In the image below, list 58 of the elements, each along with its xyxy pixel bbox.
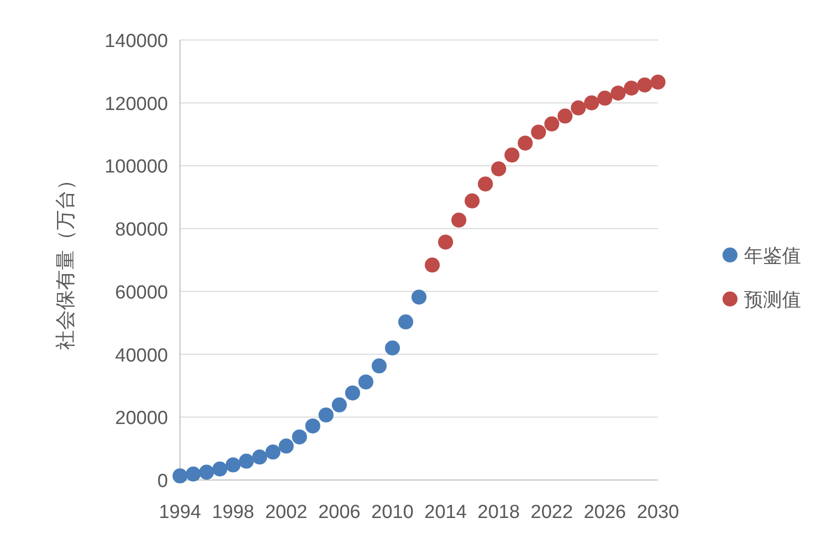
point [305, 418, 320, 434]
point [372, 358, 387, 374]
y-tick-label: 60000 [115, 282, 168, 304]
x-tick-label: 2002 [265, 502, 308, 523]
point [544, 116, 560, 132]
x-tick-label: 2026 [584, 502, 626, 523]
y-tick-label: 120000 [104, 94, 168, 115]
x-tick-label: 2030 [636, 502, 680, 523]
point [412, 290, 426, 305]
point [438, 234, 454, 250]
point [424, 258, 440, 273]
point [610, 86, 626, 101]
point [650, 74, 666, 90]
point [504, 148, 520, 163]
point [358, 374, 374, 390]
point [597, 90, 612, 106]
x-tick-label: 2006 [318, 502, 360, 523]
point [278, 438, 294, 454]
legend-label: 年鉴值 [744, 246, 801, 267]
point [478, 176, 493, 192]
point [265, 444, 280, 460]
y-tick-label: 20000 [115, 408, 168, 430]
point [238, 454, 254, 469]
point [398, 314, 414, 330]
y-tick-label: 100000 [104, 156, 168, 178]
point [584, 95, 600, 110]
point [172, 468, 188, 484]
point [464, 193, 480, 208]
point [186, 466, 201, 482]
point [318, 407, 334, 422]
y-tick-label: 0 [157, 471, 168, 492]
point [624, 80, 639, 96]
y-tick-label: 80000 [115, 220, 168, 241]
y-tick-label: 40000 [115, 345, 168, 366]
point [212, 462, 228, 476]
point [384, 340, 400, 356]
point [451, 212, 466, 228]
x-tick-label: 2014 [424, 502, 468, 523]
point [570, 100, 586, 116]
point [345, 385, 360, 400]
x-tick-label: 1994 [158, 502, 202, 523]
point [292, 429, 307, 444]
x-tick-label: 1998 [212, 502, 254, 523]
x-tick-label: 2010 [371, 502, 414, 523]
point [531, 124, 546, 140]
point [199, 464, 214, 480]
x-tick-label: 2018 [478, 502, 520, 523]
x-tick-label: 2022 [530, 502, 573, 523]
y-axis-title: 社会保有量（万台） [55, 170, 77, 350]
point [252, 450, 268, 465]
point [491, 161, 506, 176]
y-tick-label: 140000 [104, 31, 168, 52]
point [226, 457, 241, 472]
point [518, 136, 533, 151]
legend-label: 预测值 [744, 290, 801, 311]
point [637, 77, 652, 92]
point [332, 397, 347, 412]
point [558, 108, 573, 124]
